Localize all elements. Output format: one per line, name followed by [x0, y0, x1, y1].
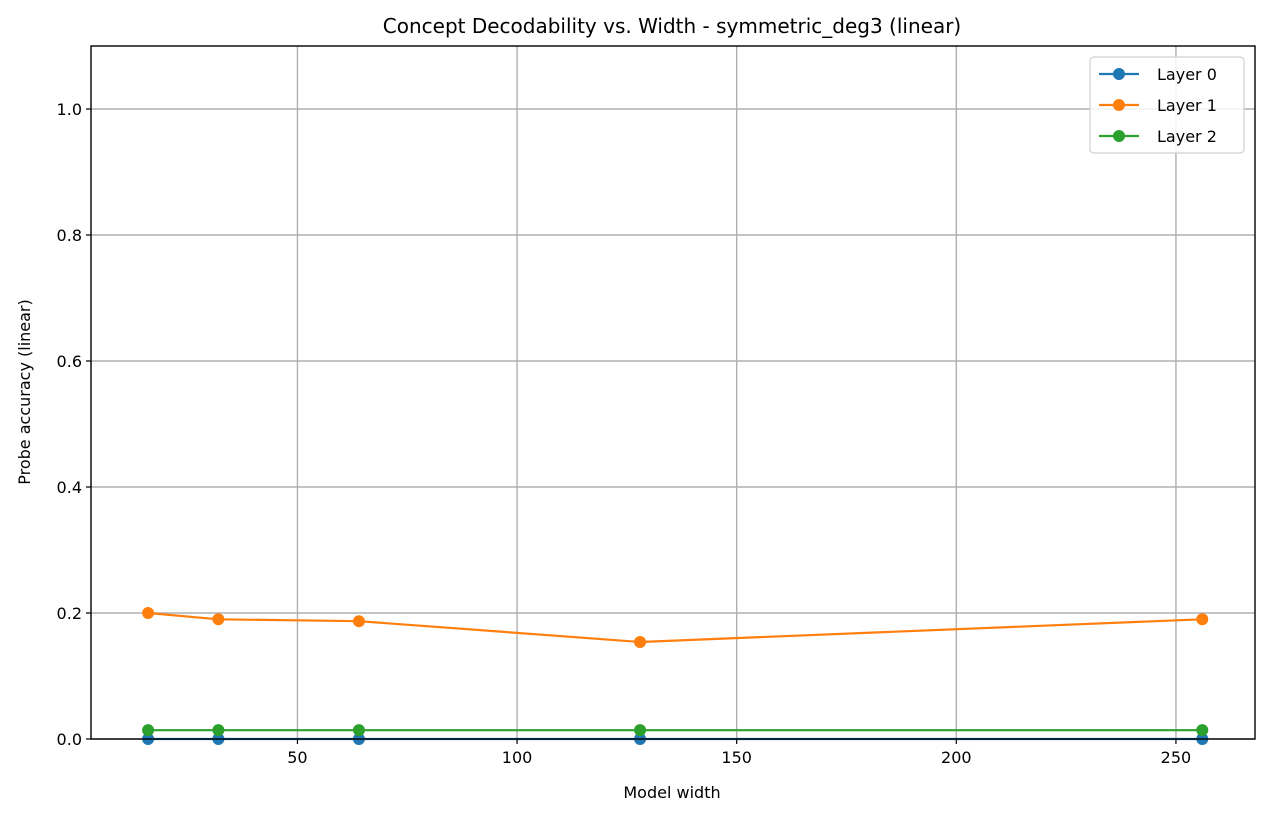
x-axis-label: Model width — [623, 783, 720, 802]
x-axis-ticks: 50 100 150 200 250 — [287, 739, 1191, 767]
x-tick-label: 100 — [502, 748, 533, 767]
data-point — [212, 613, 225, 626]
y-tick-label: 0.2 — [57, 604, 82, 623]
data-point — [634, 724, 647, 737]
data-point — [142, 724, 155, 737]
data-point — [1196, 724, 1209, 737]
data-point — [142, 607, 155, 619]
legend: Layer 0 Layer 1 Layer 2 — [1089, 56, 1245, 154]
data-point — [634, 635, 647, 648]
data-point — [352, 724, 365, 737]
y-tick-label: 0.4 — [57, 478, 82, 497]
y-tick-label: 0.8 — [57, 226, 82, 245]
legend-marker — [1113, 130, 1125, 142]
legend-label: Layer 1 — [1157, 96, 1217, 115]
chart-title: Concept Decodability vs. Width - symmetr… — [383, 14, 961, 38]
x-tick-label: 150 — [721, 748, 752, 767]
x-tick-label: 50 — [287, 748, 307, 767]
legend-marker — [1113, 99, 1125, 111]
legend-item: Layer 0 — [1099, 65, 1217, 84]
series-1 — [142, 607, 1209, 648]
legend-item: Layer 2 — [1099, 127, 1217, 146]
data-point — [212, 724, 225, 737]
x-tick-label: 200 — [941, 748, 972, 767]
legend-marker — [1113, 68, 1125, 80]
plot-frame — [90, 45, 1256, 740]
legend-box — [1089, 56, 1245, 154]
legend-label: Layer 0 — [1157, 65, 1217, 84]
y-axis-ticks: 0.0 0.2 0.4 0.6 0.8 1.0 — [57, 100, 91, 749]
data-point — [1196, 613, 1209, 626]
y-tick-label: 0.6 — [57, 352, 82, 371]
x-tick-label: 250 — [1161, 748, 1192, 767]
legend-item: Layer 1 — [1099, 96, 1217, 115]
y-tick-label: 1.0 — [57, 100, 82, 119]
data-point — [352, 615, 365, 628]
legend-label: Layer 2 — [1157, 127, 1217, 146]
series-2 — [142, 724, 1209, 737]
y-axis-label: Probe accuracy (linear) — [15, 299, 34, 484]
y-tick-label: 0.0 — [57, 730, 82, 749]
